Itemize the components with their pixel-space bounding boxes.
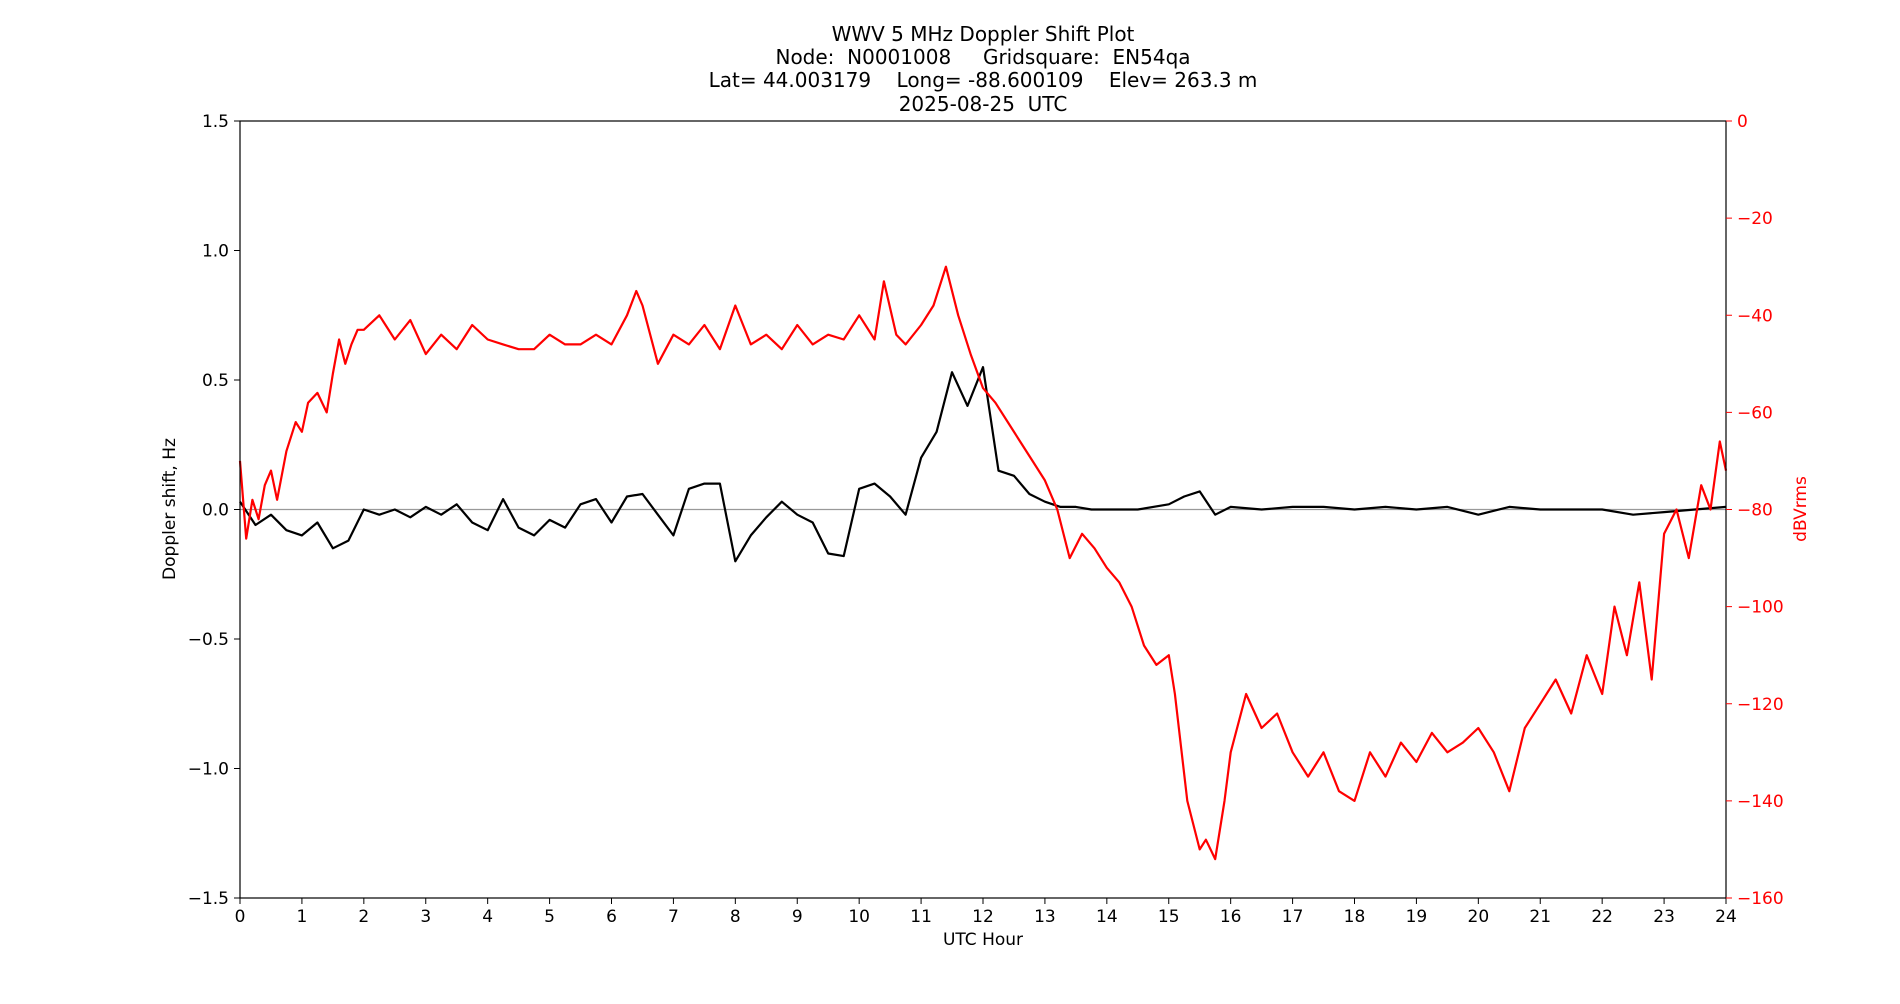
y-axis-left: 1.5 1.0 0.5 0.0 −0.5 −1.0 −1.5 — [188, 112, 240, 909]
x-tick-label: 15 — [1158, 907, 1180, 927]
x-axis-label: UTC Hour — [943, 930, 1023, 950]
x-tick-label: 11 — [910, 907, 932, 927]
title-line-1: WWV 5 MHz Doppler Shift Plot — [832, 22, 1135, 46]
y-right-tick-label: −60 — [1737, 403, 1773, 423]
chart-title: WWV 5 MHz Doppler Shift Plot Node: N0001… — [709, 22, 1258, 116]
series-layer — [238, 265, 1728, 861]
x-tick-label: 20 — [1468, 907, 1490, 927]
x-tick-label: 2 — [358, 907, 369, 927]
x-tick-label: 18 — [1344, 907, 1366, 927]
x-tick-label: 22 — [1591, 907, 1613, 927]
y-right-tick-label: −80 — [1737, 501, 1773, 521]
doppler-series-line — [239, 366, 1727, 563]
y-left-tick-label: −1.5 — [188, 889, 229, 909]
title-line-3: Lat= 44.003179 Long= -88.600109 Elev= 26… — [709, 68, 1258, 92]
y-right-tick-label: −160 — [1737, 889, 1784, 909]
x-tick-label: 10 — [848, 907, 870, 927]
x-tick-label: 4 — [482, 907, 493, 927]
y-left-tick-label: 0.5 — [202, 371, 229, 391]
y-left-tick-label: −0.5 — [188, 630, 229, 650]
y-left-tick-label: 1.5 — [202, 112, 229, 132]
y-left-tick-label: 0.0 — [202, 501, 229, 521]
x-tick-label: 14 — [1096, 907, 1118, 927]
x-tick-label: 16 — [1220, 907, 1242, 927]
x-tick-label: 3 — [420, 907, 431, 927]
y-left-tick-label: −1.0 — [188, 760, 229, 780]
title-line-4: 2025-08-25 UTC — [899, 92, 1068, 116]
y-right-tick-label: −40 — [1737, 306, 1773, 326]
y-right-tick-label: −100 — [1737, 598, 1784, 618]
x-tick-label: 21 — [1529, 907, 1551, 927]
y-right-tick-label: −20 — [1737, 209, 1773, 229]
y-left-tick-label: 1.0 — [202, 242, 229, 262]
x-tick-label: 8 — [730, 907, 741, 927]
x-tick-label: 24 — [1715, 907, 1737, 927]
x-axis: 0 1 2 3 4 5 6 7 8 9 10 11 12 13 14 15 16 17 18 19 20 21 22 23 24 — [235, 898, 1737, 927]
x-tick-label: 0 — [235, 907, 246, 927]
x-tick-label: 12 — [972, 907, 994, 927]
x-tick-label: 6 — [606, 907, 617, 927]
y-axis-label-left: Doppler shift, Hz — [160, 438, 180, 580]
y-right-tick-label: 0 — [1737, 112, 1748, 132]
x-tick-label: 19 — [1406, 907, 1428, 927]
x-tick-label: 17 — [1282, 907, 1304, 927]
power-series-line — [238, 265, 1728, 861]
y-axis-right: 0 −20 −40 −60 −80 −100 −120 −140 −160 — [1726, 112, 1784, 909]
x-tick-label: 9 — [792, 907, 803, 927]
x-tick-label: 1 — [297, 907, 308, 927]
x-tick-label: 5 — [544, 907, 555, 927]
x-tick-label: 7 — [668, 907, 679, 927]
y-right-tick-label: −140 — [1737, 792, 1784, 812]
title-line-2: Node: N0001008 Gridsquare: EN54qa — [775, 45, 1190, 69]
x-tick-label: 23 — [1653, 907, 1675, 927]
y-axis-label-right: dBVrms — [1791, 476, 1811, 542]
x-tick-label: 13 — [1034, 907, 1056, 927]
y-right-tick-label: −120 — [1737, 695, 1784, 715]
